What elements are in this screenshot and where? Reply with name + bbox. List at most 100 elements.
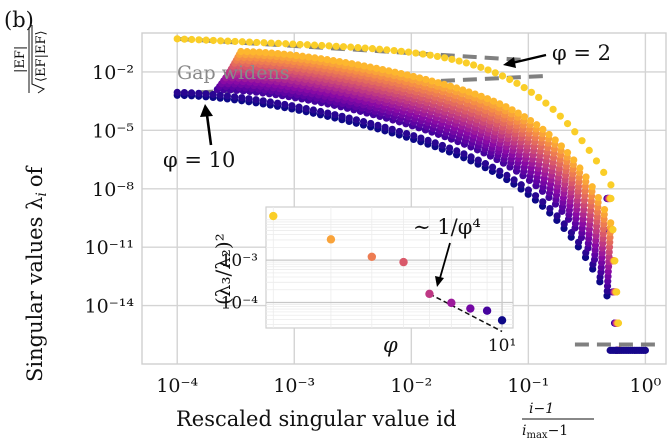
inset-point [447, 298, 456, 308]
y-axis-title-of: of [23, 164, 47, 187]
series-point [491, 69, 499, 77]
series-point [489, 97, 498, 105]
y-axis-title: Singular values λi of |EF| ⟨EF|EF⟩ [13, 25, 50, 382]
series-point [260, 39, 268, 47]
series-point [359, 118, 368, 126]
series-point [549, 105, 557, 113]
series-point [173, 35, 181, 43]
main-scatter-points [173, 35, 649, 354]
series-point [332, 42, 340, 50]
series-point [360, 62, 368, 70]
series-point [409, 72, 418, 81]
x-axis-title-fraction: i−1 imax−1 [522, 401, 594, 441]
series-point [498, 72, 507, 80]
svg-text:imax−1: imax−1 [522, 423, 568, 441]
series-point [348, 60, 356, 68]
series-point [611, 257, 619, 265]
series-point [441, 54, 449, 62]
series-point [367, 119, 375, 128]
series-point [202, 90, 210, 98]
series-point [286, 51, 294, 59]
series-point [292, 51, 300, 60]
series-point [243, 48, 251, 56]
series-point [508, 106, 516, 114]
series-point [385, 67, 393, 75]
main-x-tick-label: 10⁻³ [273, 375, 315, 397]
series-point [268, 49, 276, 57]
inset-y-label: (λ₃/λ₂)² [211, 233, 235, 305]
series-point [477, 63, 485, 71]
series-point [354, 44, 362, 52]
series-point [274, 50, 282, 58]
inset-x-tick-label: 10¹ [488, 336, 516, 356]
inset-trend-line [429, 293, 503, 333]
series-point [433, 52, 442, 61]
y-axis-title-norm: |EF| ⟨EF|EF⟩ [13, 25, 49, 94]
series-point [535, 93, 543, 102]
series-point [483, 95, 492, 103]
series-point [372, 64, 381, 72]
series-point [397, 69, 405, 78]
x-axis-title-text: Rescaled singular value id [176, 407, 456, 431]
series-point [217, 37, 225, 45]
series-point [585, 146, 593, 154]
inset-point [367, 252, 377, 262]
series-point [551, 136, 559, 144]
series-point [474, 156, 482, 164]
series-point [310, 41, 319, 49]
series-point [316, 107, 325, 116]
series-point [335, 58, 344, 66]
main-y-tick-labels: 10⁻² 10⁻⁵ 10⁻⁸ 10⁻¹¹ 10⁻¹⁴ [85, 62, 135, 318]
series-point [614, 319, 623, 327]
series-point [187, 89, 196, 97]
series-point [455, 57, 463, 65]
series-point [440, 80, 448, 88]
series-point [388, 125, 396, 133]
inset-trend-label: ∼ 1/φ⁴ [413, 215, 481, 239]
series-point [238, 38, 246, 46]
x-fraction-denominator-tail: −1 [548, 423, 569, 439]
phi-2-annotation: φ = 2 [552, 41, 611, 65]
series-point [560, 220, 568, 228]
series-point [354, 61, 362, 69]
y-norm-numerator: |EF| [13, 46, 28, 73]
series-point [513, 79, 521, 87]
series-point [274, 39, 283, 48]
series-point [553, 212, 561, 220]
series-phi-2 [173, 35, 624, 354]
series-point [503, 171, 511, 179]
series-point [374, 121, 382, 129]
series-point [556, 112, 564, 120]
main-y-tick-label: 10⁻¹⁴ [85, 296, 135, 318]
series-point [526, 116, 535, 125]
series-point [305, 53, 313, 61]
series-point [520, 113, 529, 121]
series-point [419, 50, 427, 58]
series-point [352, 116, 361, 124]
series-point [395, 127, 404, 136]
series-point [345, 114, 353, 122]
series-point [422, 75, 430, 84]
inset-point [425, 289, 434, 299]
series-point [506, 75, 514, 84]
series-point [366, 63, 374, 71]
y-norm-denominator: ⟨EF|EF⟩ [34, 30, 49, 82]
main-y-tick-label: 10⁻⁵ [92, 120, 134, 142]
series-point [303, 41, 311, 49]
series-point [280, 50, 288, 58]
series-point [347, 43, 355, 51]
series-point [410, 132, 418, 140]
series-point [467, 153, 475, 161]
phi-10-annotation: φ = 10 [163, 148, 235, 172]
series-point [404, 48, 413, 56]
series-point [342, 59, 350, 67]
series-point [531, 192, 540, 200]
inset-plot: 10⁻³ 10⁻⁴ 10¹ ∼ 1/φ⁴ φ (λ₃/λ₂)² [211, 206, 517, 357]
series-point [266, 98, 275, 106]
series-point [563, 120, 572, 128]
series-point [224, 37, 232, 45]
gap-widens-annotation: Gap widens [177, 62, 289, 84]
series-point [563, 149, 572, 157]
series-point [460, 150, 468, 158]
inset-tick-labels: 10⁻³ 10⁻⁴ 10¹ [221, 251, 517, 356]
